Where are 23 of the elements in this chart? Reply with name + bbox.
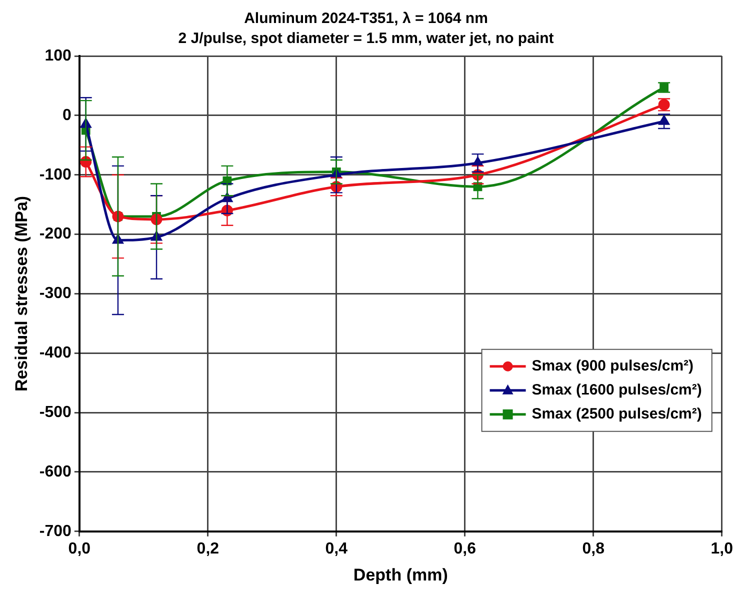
x-tick-label: 0,4 [325,540,348,558]
y-tick-label: 100 [44,47,72,64]
y-tick-label: -200 [39,226,72,243]
x-tick-label: 0,2 [196,540,220,558]
chart-title: Aluminum 2024-T351, λ = 1064 nm [244,10,488,28]
y-tick-label: -700 [39,522,72,540]
y-tick-label: -100 [39,166,72,184]
y-tick-label: -500 [39,404,72,421]
y-axis-title: Residual stresses (MPa) [12,196,31,392]
x-axis-title: Depth (mm) [353,565,448,584]
y-tick-label: -600 [39,463,72,480]
legend-label: Smax (900 pulses/cm²) [532,358,694,375]
chart-subtitle: 2 J/pulse, spot diameter = 1.5 mm, water jet, no paint [178,30,554,48]
point [658,116,670,125]
y-tick-label: 0 [62,106,72,124]
legend-label: Smax (1600 pulses/cm²) [532,382,702,399]
x-tick-label: 0,6 [454,540,476,558]
x-tick-label: 0,0 [68,540,91,558]
y-tick-label: -400 [39,344,72,362]
x-tick-label: 1,0 [710,540,734,558]
x-tick-label: 0,8 [582,540,605,558]
y-tick-label: -300 [39,285,72,302]
legend-label: Smax (2500 pulses/cm²) [532,406,702,423]
